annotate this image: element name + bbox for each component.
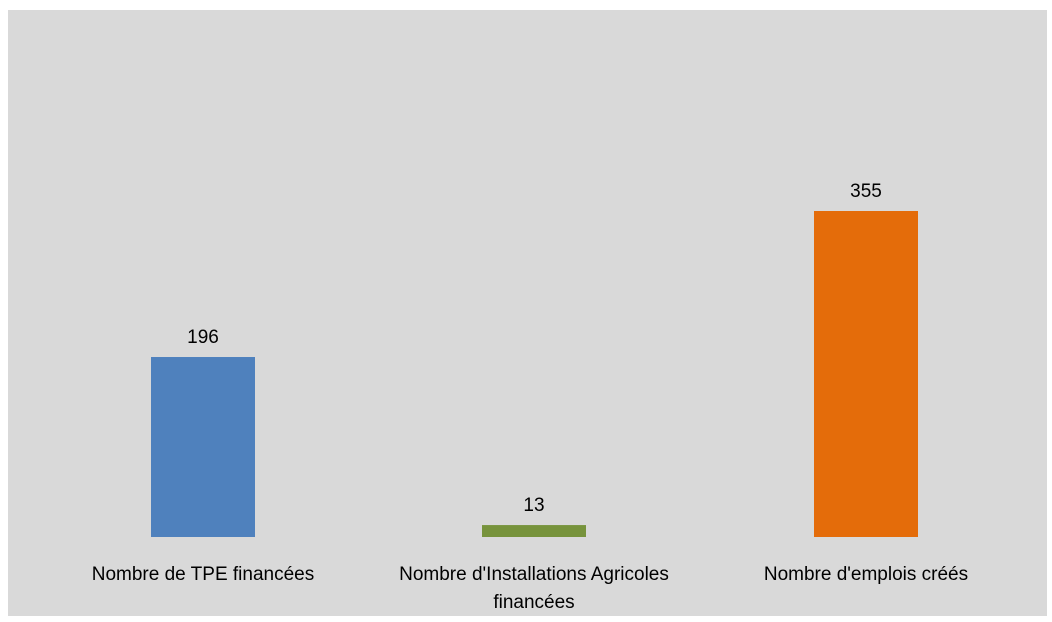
data-label-1: 196 (187, 327, 219, 348)
category-label-2-line-2: financées (493, 592, 574, 613)
bar-2 (482, 525, 586, 537)
category-label-1: Nombre de TPE financées (92, 564, 315, 585)
category-label-2-line-1: Nombre d'Installations Agricoles (399, 564, 669, 585)
data-label-2: 13 (523, 495, 544, 516)
data-label-3: 355 (850, 181, 882, 202)
bar-1 (151, 357, 255, 537)
category-label-3: Nombre d'emplois créés (764, 564, 968, 585)
bar-3 (814, 211, 918, 537)
